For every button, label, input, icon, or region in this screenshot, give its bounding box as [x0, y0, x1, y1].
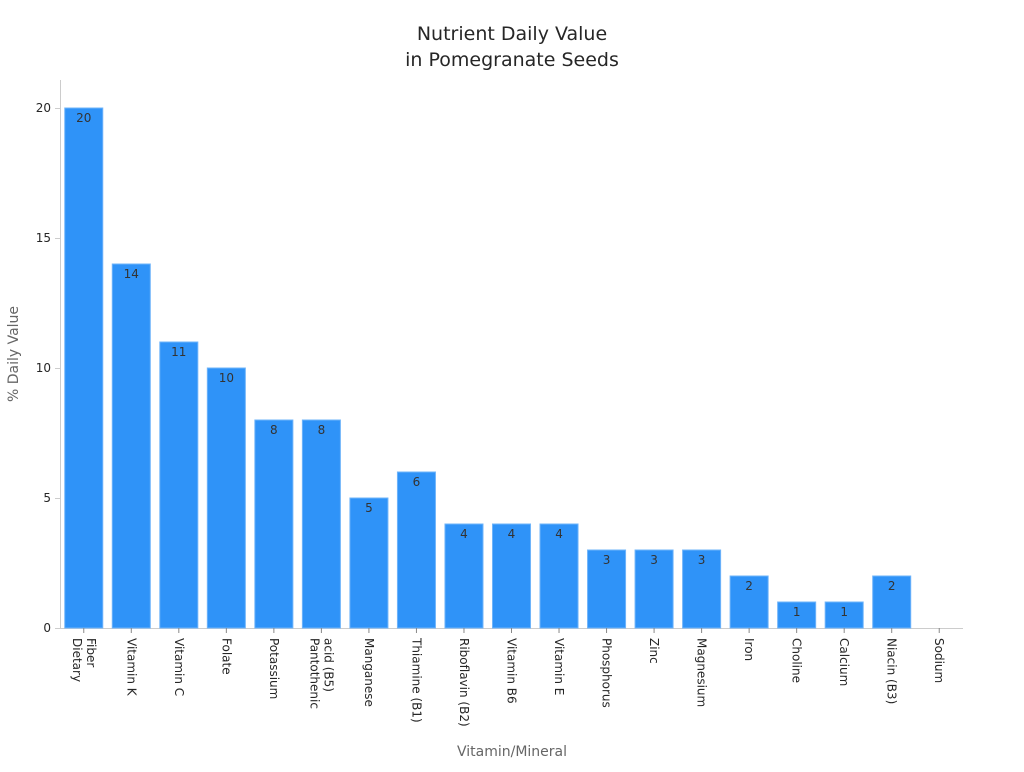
data-label: 3 [650, 553, 658, 567]
bar [824, 601, 864, 629]
data-label: 3 [603, 553, 611, 567]
bar [777, 601, 817, 629]
bar [301, 419, 341, 629]
x-tick-label: Vitamin C [172, 638, 186, 696]
x-tick-label-line: Vitamin K [124, 638, 138, 697]
x-tick-label: Thiamine (B1) [409, 637, 423, 723]
x-tick-label-line: Zinc [647, 638, 661, 664]
x-tick-label: Magnesium [695, 638, 709, 707]
data-label: 10 [219, 371, 234, 385]
x-tick-label: Iron [742, 638, 756, 661]
x-tick-label-line: Thiamine (B1) [409, 637, 423, 723]
x-tick-label-line: Fiber [84, 638, 98, 667]
data-label: 4 [555, 527, 563, 541]
y-tick-label: 15 [36, 231, 51, 245]
x-tick-label: Vitamin B6 [505, 638, 519, 704]
x-tick-label: Sodium [932, 638, 946, 683]
data-label: 8 [318, 423, 326, 437]
data-label: 8 [270, 423, 278, 437]
data-label: 1 [840, 605, 848, 619]
data-label: 4 [460, 527, 468, 541]
y-tick-label: 20 [36, 101, 51, 115]
bar [587, 549, 627, 629]
data-label: 1 [793, 605, 801, 619]
y-tick-label: 5 [43, 491, 51, 505]
bar [206, 367, 246, 629]
chart-title-line-1: Nutrient Daily Value [417, 23, 607, 45]
bar [539, 523, 579, 629]
x-tick-label-line: Choline [790, 638, 804, 683]
data-label: 6 [413, 475, 421, 489]
data-label: 14 [124, 267, 139, 281]
x-tick-label-line: Calcium [837, 638, 851, 686]
x-tick-label: Calcium [837, 638, 851, 686]
data-label: 11 [171, 345, 186, 359]
bar [872, 575, 912, 629]
bar [634, 549, 674, 629]
bar [159, 341, 199, 629]
x-tick-label: Manganese [362, 638, 376, 707]
data-label: 5 [365, 501, 373, 515]
x-tick-label-line: Vitamin C [172, 638, 186, 696]
x-tick-label-line: Niacin (B3) [885, 638, 899, 704]
x-tick-label-line: Dietary [70, 638, 84, 682]
x-tick-label: Vitamin E [552, 638, 566, 695]
data-label: 2 [888, 579, 896, 593]
bar [729, 575, 769, 629]
x-tick-label-line: Magnesium [695, 638, 709, 707]
x-tick-label-line: Sodium [932, 638, 946, 683]
x-tick-label-line: Potassium [267, 638, 281, 699]
bar [396, 471, 436, 629]
x-tick-label-line: Iron [742, 638, 756, 661]
x-tick-label: Phosphorus [600, 638, 614, 708]
y-axis-label: % Daily Value [6, 306, 22, 402]
x-tick-label: Vitamin K [124, 638, 138, 697]
bar [254, 419, 294, 629]
x-tick-label-line: Vitamin E [552, 638, 566, 695]
chart-title-line-2: in Pomegranate Seeds [405, 49, 619, 71]
x-tick-label: Zinc [647, 638, 661, 664]
data-label: 3 [698, 553, 706, 567]
x-tick-label-line: Vitamin B6 [505, 638, 519, 704]
bar [111, 263, 151, 629]
bar [64, 107, 104, 629]
data-label: 4 [508, 527, 516, 541]
data-label: 2 [745, 579, 753, 593]
x-tick-label-line: Riboflavin (B2) [457, 638, 471, 727]
x-tick-label-line: Pantothenic [307, 638, 321, 709]
x-tick-label: DietaryFiber [70, 638, 98, 682]
x-tick-label: Riboflavin (B2) [457, 638, 471, 727]
x-tick-label-line: Folate [219, 638, 233, 675]
x-tick-label: Pantothenicacid (B5) [307, 638, 335, 709]
x-tick-label: Niacin (B3) [885, 638, 899, 704]
x-tick-label: Folate [219, 638, 233, 675]
x-axis-label: Vitamin/Mineral [457, 744, 567, 760]
x-tick-label-line: Manganese [362, 638, 376, 707]
x-tick-label: Choline [790, 638, 804, 683]
y-tick-label: 0 [43, 621, 51, 635]
data-label: 20 [76, 111, 91, 125]
x-tick-label: Potassium [267, 638, 281, 699]
bar [349, 497, 389, 629]
bar [444, 523, 484, 629]
x-tick-label-line: Phosphorus [600, 638, 614, 708]
y-tick-label: 10 [36, 361, 51, 375]
x-tick-label-line: acid (B5) [321, 638, 335, 692]
